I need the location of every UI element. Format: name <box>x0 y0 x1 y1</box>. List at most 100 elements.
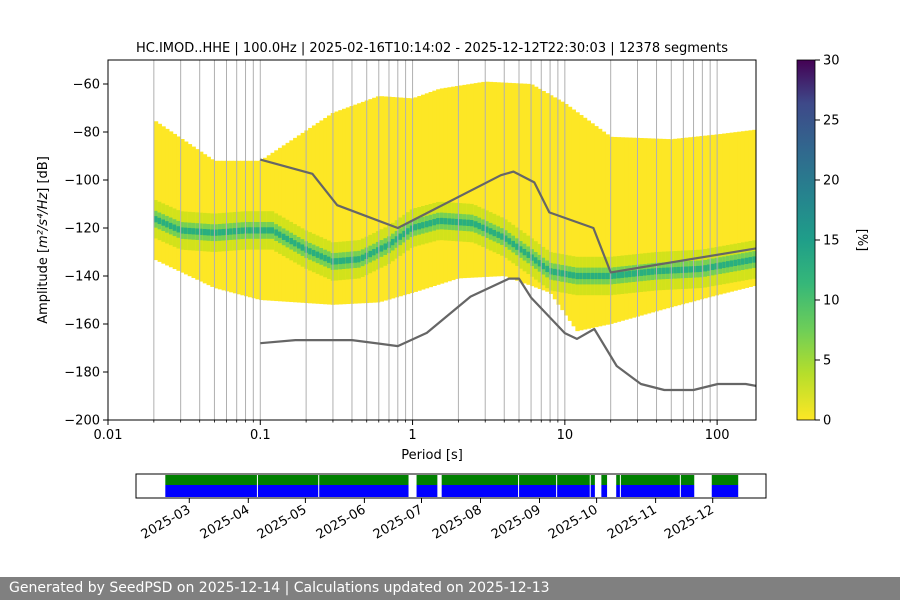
density-column-peak <box>624 271 629 278</box>
density-column <box>718 134 723 295</box>
density-heatmap <box>153 81 756 332</box>
density-column <box>737 131 742 290</box>
density-column-peak <box>582 272 588 280</box>
density-column-peak <box>199 228 204 235</box>
density-column-peak <box>526 251 531 258</box>
density-column-peak <box>451 218 456 225</box>
density-column <box>507 82 512 278</box>
timeline-bar-green <box>616 475 695 485</box>
density-column <box>586 120 592 329</box>
density-column-peak <box>718 262 723 269</box>
density-column <box>481 81 486 278</box>
density-column <box>342 108 347 305</box>
density-column-peak <box>575 272 580 280</box>
density-column-peak <box>703 265 708 272</box>
density-column-peak <box>247 227 253 234</box>
density-column-peak <box>432 219 437 226</box>
density-column-peak <box>503 235 509 242</box>
density-column-peak <box>424 221 430 228</box>
timeline-bar-blue <box>616 485 695 497</box>
density-column <box>703 135 708 299</box>
density-column <box>590 123 595 328</box>
density-column-peak <box>368 250 373 258</box>
density-column-peak <box>729 260 735 267</box>
density-column-peak <box>609 272 614 280</box>
density-column <box>744 130 750 288</box>
density-column-peak <box>421 222 426 229</box>
timeline-tick-label: 2025-03 <box>139 502 194 542</box>
density-column <box>462 84 467 279</box>
density-column <box>168 131 174 268</box>
density-column <box>345 107 351 305</box>
density-column <box>469 83 475 278</box>
density-column-peak <box>695 265 701 273</box>
density-column <box>646 138 652 314</box>
density-column-peak <box>251 227 257 234</box>
density-column-peak <box>556 269 561 276</box>
density-column <box>477 82 482 278</box>
density-column <box>526 83 531 285</box>
density-column <box>722 133 727 294</box>
density-column <box>549 95 554 294</box>
density-column <box>631 137 637 318</box>
density-column <box>334 111 339 305</box>
density-column <box>707 135 712 298</box>
density-column-peak <box>571 272 576 279</box>
density-column <box>692 136 697 302</box>
y-tick-label: −180 <box>64 366 100 381</box>
density-column <box>658 138 663 311</box>
density-column <box>643 138 648 315</box>
density-column <box>368 99 373 303</box>
density-column-peak <box>673 267 678 274</box>
density-column <box>402 97 407 296</box>
density-column-peak <box>454 218 460 226</box>
density-column-peak <box>643 269 648 276</box>
y-axis-label: Amplitude [m²/s⁴/Hz] [dB] <box>36 156 51 324</box>
density-column <box>616 137 622 322</box>
density-column-peak <box>255 227 260 234</box>
density-column-peak <box>658 267 663 275</box>
timeline-bar-blue <box>416 485 438 497</box>
density-column <box>451 86 456 281</box>
density-column <box>394 97 400 298</box>
timeline-bar-blue <box>165 485 409 497</box>
density-column-peak <box>601 272 607 280</box>
density-column-peak <box>195 228 200 235</box>
density-column-peak <box>210 229 215 236</box>
density-column <box>357 103 362 304</box>
density-column-peak <box>590 272 595 280</box>
density-column-peak <box>232 228 238 235</box>
density-column-peak <box>259 227 264 234</box>
density-column-peak <box>725 261 731 268</box>
density-column-peak <box>417 223 422 230</box>
density-column-peak <box>688 266 693 273</box>
density-column <box>541 90 546 291</box>
density-column-peak <box>545 265 550 273</box>
density-column-peak <box>707 264 712 271</box>
density-column <box>390 96 396 299</box>
timeline-tick-label: 2025-11 <box>605 502 660 542</box>
plot-frame <box>107 59 757 421</box>
density-column <box>296 135 302 303</box>
density-column-peak <box>518 246 524 253</box>
psd-chart: HC.IMOD..HHE | 100.0Hz | 2025-02-16T10:1… <box>36 41 757 463</box>
timeline-tick-label: 2025-08 <box>430 502 485 542</box>
density-column <box>485 81 490 277</box>
density-column-peak <box>191 228 196 235</box>
density-column <box>153 121 159 261</box>
density-column-peak <box>281 233 287 240</box>
timeline-frame <box>135 473 767 499</box>
density-column-peak <box>217 229 223 236</box>
density-column <box>372 97 377 303</box>
density-column-peak <box>650 268 655 275</box>
density-column-peak <box>240 227 245 234</box>
density-column <box>522 83 528 284</box>
density-column <box>695 136 701 301</box>
density-column-peak <box>405 228 411 235</box>
density-column-peak <box>285 235 290 243</box>
density-column <box>661 138 667 310</box>
density-column-peak <box>507 238 512 245</box>
density-column-peak <box>262 227 268 234</box>
colorbar: 0 5 10 15 20 25 30 [%] <box>796 54 869 429</box>
density-column-peak <box>334 258 339 265</box>
